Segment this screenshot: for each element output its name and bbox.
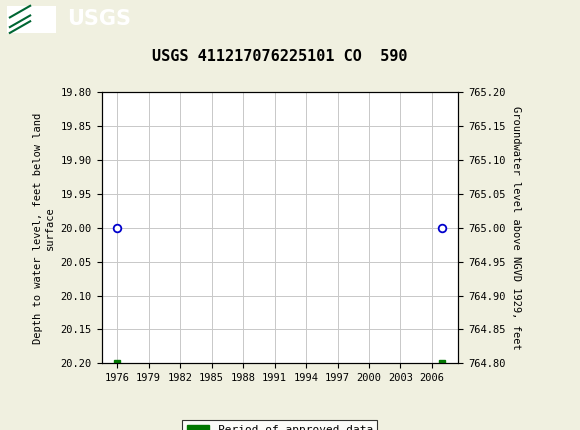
FancyBboxPatch shape	[7, 6, 56, 33]
Text: USGS 411217076225101 CO  590: USGS 411217076225101 CO 590	[152, 49, 408, 64]
Y-axis label: Groundwater level above NGVD 1929, feet: Groundwater level above NGVD 1929, feet	[511, 106, 521, 350]
Legend: Period of approved data: Period of approved data	[182, 420, 378, 430]
Text: USGS: USGS	[67, 9, 130, 29]
Y-axis label: Depth to water level, feet below land
surface: Depth to water level, feet below land su…	[32, 112, 55, 344]
